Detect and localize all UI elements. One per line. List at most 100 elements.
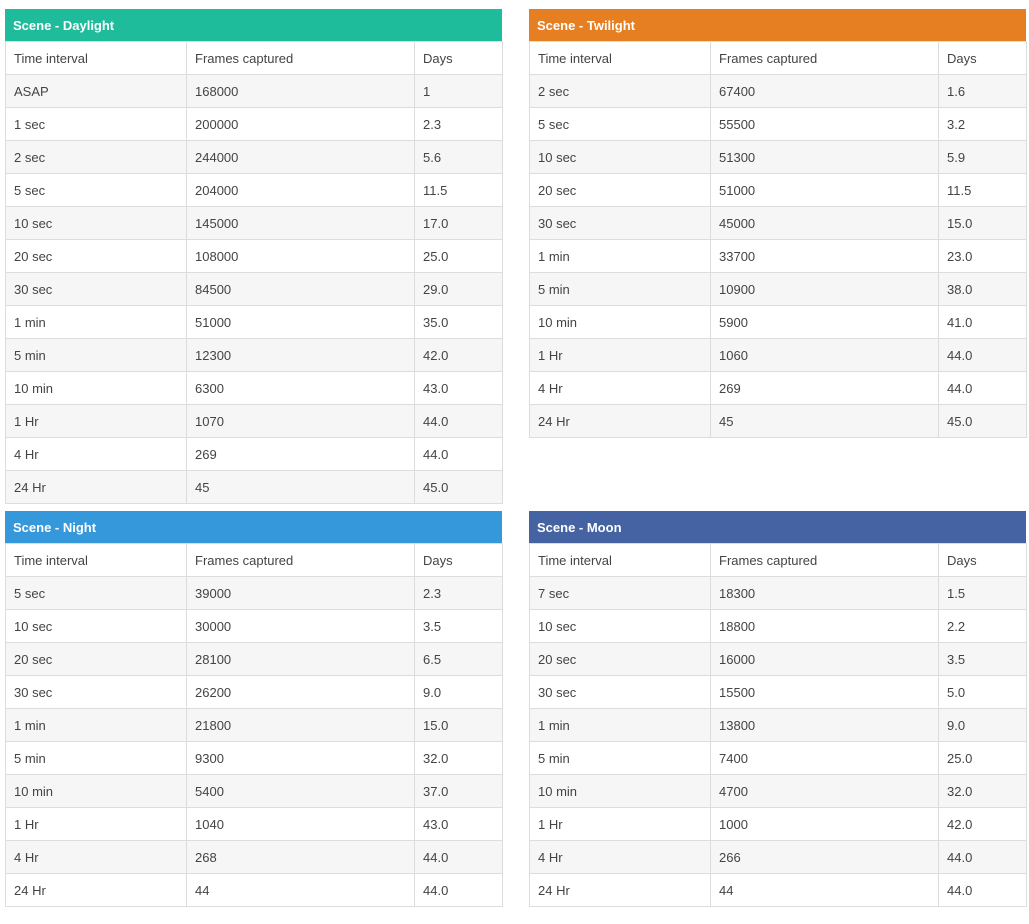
- days-cell: 2.3: [414, 107, 503, 141]
- time-interval-cell: 4 Hr: [5, 437, 187, 471]
- days-cell: 43.0: [414, 371, 503, 405]
- time-interval-cell: 10 min: [5, 371, 187, 405]
- column-header-frames-captured: Frames captured: [710, 41, 939, 75]
- days-cell: 44.0: [938, 840, 1027, 874]
- frames-captured-cell: 12300: [186, 338, 415, 372]
- days-cell: 17.0: [414, 206, 503, 240]
- time-interval-cell: 5 min: [529, 272, 711, 306]
- scene-title: Scene - Night: [5, 511, 502, 543]
- days-cell: 44.0: [938, 873, 1027, 907]
- scene-title: Scene - Moon: [529, 511, 1026, 543]
- moon-panel: Scene - Moon Time interval Frames captured…: [529, 511, 1027, 907]
- time-interval-cell: 30 sec: [5, 272, 187, 306]
- column-header-time-interval: Time interval: [529, 543, 711, 577]
- table-row: 5 min 12300 42.0: [5, 338, 503, 372]
- time-interval-cell: 24 Hr: [5, 470, 187, 504]
- days-cell: 37.0: [414, 774, 503, 808]
- table-row: 24 Hr 45 45.0: [5, 470, 503, 504]
- table-row: 1 Hr 1060 44.0: [529, 338, 1027, 372]
- scene-table: Time interval Frames captured Days ASAP 1680…: [5, 41, 503, 504]
- frames-captured-cell: 9300: [186, 741, 415, 775]
- days-cell: 44.0: [938, 371, 1027, 405]
- days-cell: 23.0: [938, 239, 1027, 273]
- time-interval-cell: 7 sec: [529, 576, 711, 610]
- table-row: 24 Hr 44 44.0: [529, 873, 1027, 907]
- frames-captured-cell: 84500: [186, 272, 415, 306]
- time-interval-cell: 24 Hr: [529, 404, 711, 438]
- table-row: 1 min 13800 9.0: [529, 708, 1027, 742]
- twilight-panel: Scene - Twilight Time interval Frames capt…: [529, 9, 1027, 438]
- table-row: 1 Hr 1000 42.0: [529, 807, 1027, 841]
- time-interval-cell: 1 Hr: [5, 404, 187, 438]
- table-row: 1 Hr 1070 44.0: [5, 404, 503, 438]
- table-row: 5 sec 55500 3.2: [529, 107, 1027, 141]
- days-cell: 25.0: [938, 741, 1027, 775]
- daylight-panel: Scene - Daylight Time interval Frames capt…: [5, 9, 503, 504]
- time-interval-cell: 10 sec: [5, 206, 187, 240]
- frames-captured-cell: 18800: [710, 609, 939, 643]
- days-cell: 3.2: [938, 107, 1027, 141]
- table-row: 30 sec 84500 29.0: [5, 272, 503, 306]
- table-row: 10 sec 18800 2.2: [529, 609, 1027, 643]
- time-interval-cell: 1 Hr: [529, 338, 711, 372]
- table-row: ASAP 168000 1: [5, 74, 503, 108]
- days-cell: 44.0: [414, 840, 503, 874]
- time-interval-cell: 4 Hr: [529, 371, 711, 405]
- days-cell: 42.0: [414, 338, 503, 372]
- frames-captured-cell: 6300: [186, 371, 415, 405]
- frames-captured-cell: 1070: [186, 404, 415, 438]
- time-interval-cell: 1 min: [529, 708, 711, 742]
- frames-captured-cell: 1060: [710, 338, 939, 372]
- column-header-days: Days: [938, 543, 1027, 577]
- frames-captured-cell: 15500: [710, 675, 939, 709]
- table-row: 20 sec 28100 6.5: [5, 642, 503, 676]
- table-row: 5 sec 39000 2.3: [5, 576, 503, 610]
- table-row: 2 sec 67400 1.6: [529, 74, 1027, 108]
- days-cell: 42.0: [938, 807, 1027, 841]
- days-cell: 1.5: [938, 576, 1027, 610]
- frames-captured-cell: 51300: [710, 140, 939, 174]
- scene-table: Time interval Frames captured Days 7 sec 183…: [529, 543, 1027, 907]
- table-row: 5 min 9300 32.0: [5, 741, 503, 775]
- column-header-days: Days: [938, 41, 1027, 75]
- table-header-row: Time interval Frames captured Days: [5, 543, 503, 577]
- table-row: 24 Hr 44 44.0: [5, 873, 503, 907]
- table-row: 4 Hr 266 44.0: [529, 840, 1027, 874]
- time-interval-cell: 1 min: [529, 239, 711, 273]
- days-cell: 44.0: [414, 404, 503, 438]
- table-row: 1 min 21800 15.0: [5, 708, 503, 742]
- days-cell: 11.5: [938, 173, 1027, 207]
- table-row: 30 sec 26200 9.0: [5, 675, 503, 709]
- days-cell: 5.6: [414, 140, 503, 174]
- frames-captured-cell: 269: [710, 371, 939, 405]
- time-interval-cell: 10 sec: [5, 609, 187, 643]
- table-row: 1 Hr 1040 43.0: [5, 807, 503, 841]
- table-row: 10 sec 51300 5.9: [529, 140, 1027, 174]
- frames-captured-cell: 28100: [186, 642, 415, 676]
- table-row: 10 sec 30000 3.5: [5, 609, 503, 643]
- table-row: 2 sec 244000 5.6: [5, 140, 503, 174]
- time-interval-cell: 10 sec: [529, 609, 711, 643]
- days-cell: 44.0: [938, 338, 1027, 372]
- days-cell: 1: [414, 74, 503, 108]
- frames-captured-cell: 44: [186, 873, 415, 907]
- time-interval-cell: 1 min: [5, 305, 187, 339]
- days-cell: 15.0: [938, 206, 1027, 240]
- days-cell: 44.0: [414, 873, 503, 907]
- time-interval-cell: ASAP: [5, 74, 187, 108]
- time-interval-cell: 10 min: [5, 774, 187, 808]
- time-interval-cell: 5 min: [5, 338, 187, 372]
- frames-captured-cell: 67400: [710, 74, 939, 108]
- days-cell: 1.6: [938, 74, 1027, 108]
- table-row: 4 Hr 269 44.0: [529, 371, 1027, 405]
- frames-captured-cell: 39000: [186, 576, 415, 610]
- table-row: 10 min 5900 41.0: [529, 305, 1027, 339]
- time-interval-cell: 24 Hr: [529, 873, 711, 907]
- frames-captured-cell: 13800: [710, 708, 939, 742]
- time-interval-cell: 10 min: [529, 774, 711, 808]
- scene-title: Scene - Twilight: [529, 9, 1026, 41]
- days-cell: 9.0: [938, 708, 1027, 742]
- time-interval-cell: 2 sec: [529, 74, 711, 108]
- days-cell: 15.0: [414, 708, 503, 742]
- table-row: 20 sec 16000 3.5: [529, 642, 1027, 676]
